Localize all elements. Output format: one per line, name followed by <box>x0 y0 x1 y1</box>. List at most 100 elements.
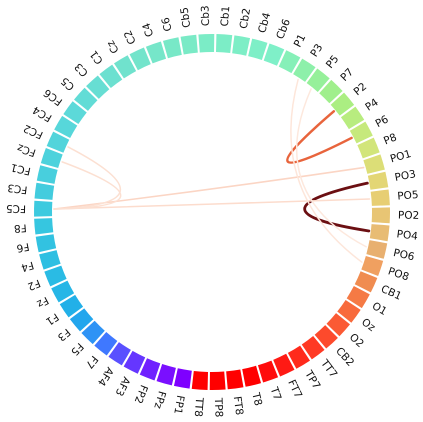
segment-cb1 <box>215 34 233 54</box>
segment-label-tt7: TT7 <box>318 357 340 380</box>
segment-p8 <box>357 137 380 159</box>
segment-fcz <box>40 148 63 169</box>
segment-tt7 <box>301 335 325 360</box>
segment-label-c5: C5 <box>59 74 77 92</box>
link-p5-po6 <box>296 88 367 248</box>
segment-f4 <box>39 250 61 270</box>
segment-label-po8: PO8 <box>386 265 410 283</box>
segment-label-f4: F4 <box>19 259 35 274</box>
link-po1-fc5 <box>53 166 365 210</box>
segment-cz <box>113 55 137 79</box>
segment-c4 <box>145 41 167 64</box>
segment-label-p6: P6 <box>373 113 390 130</box>
segment-fpz <box>156 364 176 386</box>
segment-t7 <box>257 360 279 383</box>
segment-label-po1: PO1 <box>389 148 413 166</box>
segment-c2 <box>129 47 151 71</box>
link-po5-fc5 <box>53 198 371 210</box>
segment-po5 <box>370 189 390 206</box>
segment-label-fc4: FC4 <box>30 103 54 124</box>
segment-label-fz: Fz <box>34 294 50 310</box>
segment-po3 <box>367 171 389 190</box>
segment-fz <box>51 280 75 303</box>
segment-label-ft8: FT8 <box>231 396 245 416</box>
segment-o1 <box>346 286 370 309</box>
segment-label-p2: P2 <box>352 81 370 99</box>
segment-label-p3: P3 <box>308 42 325 59</box>
segment-label-f7: F7 <box>83 353 100 370</box>
segment-fp2 <box>139 358 161 381</box>
segment-label-cb2: CB2 <box>333 345 356 369</box>
segment-label-tp7: TP7 <box>302 368 323 392</box>
segment-p1 <box>278 50 301 74</box>
segment-label-oz: Oz <box>359 316 378 334</box>
segment-label-fp1: FP1 <box>171 394 186 415</box>
segment-label-po2: PO2 <box>398 210 420 222</box>
segment-label-fc1: FC1 <box>10 161 32 177</box>
segment-label-po5: PO5 <box>397 189 419 203</box>
segment-ft8 <box>226 369 244 390</box>
segment-label-fcz: FCz <box>15 141 37 159</box>
segment-label-ft7: FT7 <box>285 378 304 400</box>
segment-f5 <box>81 320 105 345</box>
segment-label-tt8: TT8 <box>192 396 205 417</box>
segment-f7 <box>94 332 118 356</box>
segment-fp1 <box>173 368 192 389</box>
segment-label-po4: PO4 <box>396 228 419 243</box>
segment-label-tp8: TP8 <box>212 397 225 418</box>
segment-fc5 <box>34 200 53 217</box>
segment-label-cb3: Cb3 <box>199 5 212 26</box>
segment-p6 <box>349 121 373 144</box>
segment-c5 <box>74 87 98 111</box>
segment-label-cb1: CB1 <box>379 283 403 303</box>
segment-label-af3: AF3 <box>113 375 133 398</box>
segment-f6 <box>35 234 57 253</box>
segment-label-f5: F5 <box>68 340 85 357</box>
segment-label-c3: C3 <box>73 60 91 78</box>
segment-f1 <box>59 294 84 318</box>
segment-label-c2: C2 <box>122 28 139 46</box>
segment-label-c6: C6 <box>160 16 175 33</box>
segment-label-cb6: Cb6 <box>274 17 293 41</box>
link-p6-p2 <box>286 110 353 164</box>
segment-label-cz: Cz <box>105 38 122 56</box>
segment-p2 <box>330 92 355 116</box>
segment-label-fc3: FC3 <box>7 181 28 195</box>
segment-po4 <box>369 224 390 242</box>
segment-label-fc5: FC5 <box>6 202 26 214</box>
segment-f3 <box>69 308 94 332</box>
segment-label-f8: F8 <box>13 221 27 234</box>
segment-fc1 <box>36 165 58 184</box>
segment-label-po3: PO3 <box>394 168 417 184</box>
segment-label-t8: T8 <box>249 391 264 408</box>
link-po3-po4 <box>303 181 371 233</box>
segment-label-po6: PO6 <box>392 247 416 263</box>
segment-label-fc6: FC6 <box>41 86 65 108</box>
segment-label-o2: O2 <box>347 331 366 350</box>
segment-cb3 <box>198 34 215 53</box>
segment-label-cb5: Cb5 <box>179 6 194 28</box>
segment-cb2 <box>232 35 251 56</box>
segment-c3 <box>86 75 110 99</box>
segment-label-o1: O1 <box>370 300 389 318</box>
segment-fc4 <box>54 115 78 138</box>
segment-f2 <box>44 265 67 287</box>
segment-fc6 <box>63 101 87 125</box>
segment-af4 <box>108 342 131 366</box>
segment-label-p4: P4 <box>363 96 381 113</box>
segment-p5 <box>306 68 330 92</box>
segment-fc3 <box>34 182 55 200</box>
segment-cb2 <box>314 325 338 349</box>
segment-label-p8: P8 <box>382 131 399 147</box>
segment-t8 <box>242 365 262 387</box>
segment-label-c4: C4 <box>140 21 156 38</box>
segment-label-f3: F3 <box>55 326 72 343</box>
segment-po2 <box>371 207 390 224</box>
segment-label-p5: P5 <box>324 53 342 71</box>
segment-label-t7: T7 <box>267 385 283 402</box>
segment-label-af4: AF4 <box>95 365 116 388</box>
segment-p3 <box>293 58 316 82</box>
segment-af3 <box>123 350 146 374</box>
